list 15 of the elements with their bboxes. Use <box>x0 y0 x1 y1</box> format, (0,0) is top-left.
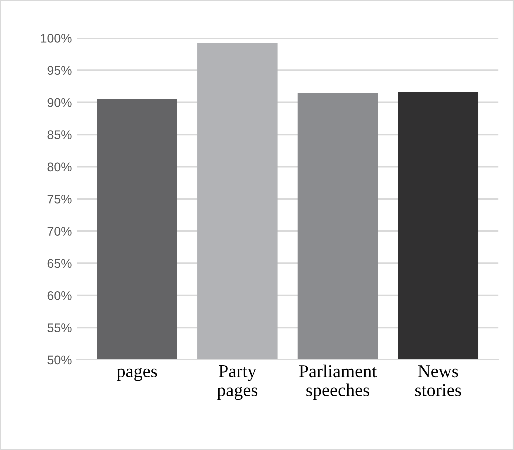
x-tick-label: pages <box>117 368 158 382</box>
x-tick-label: Parliament speeches <box>299 364 378 400</box>
x-tick-label: News stories <box>416 366 462 396</box>
y-tick-label: 60% <box>48 291 72 300</box>
y-tick-label: 90% <box>48 98 72 108</box>
y-tick-label: 75% <box>48 194 72 204</box>
y-tick-label: 55% <box>48 324 72 332</box>
x-tick-label: Party pages <box>217 366 258 400</box>
y-tick-label: 65% <box>48 259 72 268</box>
y-tick-label: 50% <box>48 356 72 365</box>
y-tick-label: 100% <box>41 34 72 43</box>
y-tick-label: 85% <box>48 130 72 140</box>
y-tick-label: 95% <box>48 66 72 76</box>
y-tick-label: 70% <box>48 227 72 236</box>
y-tick-label: 80% <box>48 162 72 172</box>
